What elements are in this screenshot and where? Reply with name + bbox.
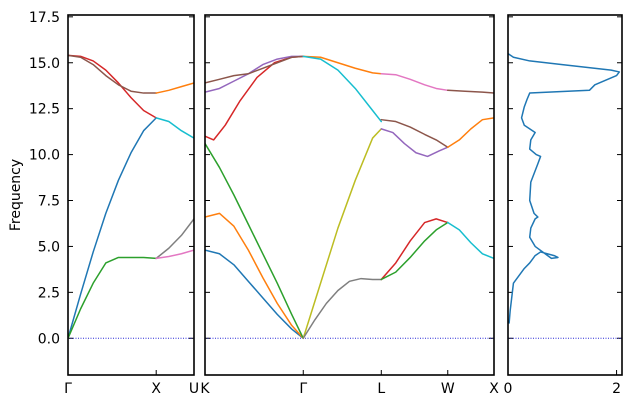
panel-frame (67, 14, 195, 376)
band-series-12 (380, 128, 449, 158)
y-tick-label: 2.5 (38, 285, 60, 301)
x-tick-label: Γ (64, 381, 72, 397)
band-series-2 (205, 142, 305, 340)
band-series-16 (447, 117, 494, 148)
band-series-8 (302, 128, 383, 340)
panel-frame (204, 14, 495, 376)
band-series-13 (380, 118, 449, 148)
x-tick-label: K (200, 381, 210, 397)
band-series-1 (68, 256, 157, 340)
band-series-0 (205, 249, 305, 340)
band-series-10 (380, 218, 449, 281)
y-tick-label: 10.0 (29, 148, 60, 164)
y-tick-label: 12.5 (29, 102, 60, 118)
x-tick-label: X (151, 381, 161, 397)
band-series-17 (447, 89, 494, 94)
y-axis-ticks: 0.0 2.5 5.0 7.5 10.0 12.5 15.0 17.5 (29, 10, 60, 347)
y-tick-label: 5.0 (38, 239, 60, 255)
x-tick-label: X (489, 381, 499, 397)
band-series-5 (155, 117, 194, 139)
band-series-3 (205, 55, 305, 141)
x-tick-label: Γ (299, 381, 307, 397)
band-series-4 (155, 82, 194, 94)
band-series-4 (205, 55, 305, 93)
x-tick-label: L (377, 381, 385, 397)
x-tick-label: U (189, 381, 199, 397)
band-series-11 (380, 221, 449, 281)
band-series-6 (155, 218, 194, 260)
band-series-7 (155, 249, 194, 260)
band-series-14 (380, 73, 449, 92)
band-series-5 (205, 55, 305, 84)
panel-frame (507, 14, 623, 376)
y-tick-label: 17.5 (29, 10, 60, 26)
x-tick-label: 0 (504, 381, 513, 397)
dos-curve (508, 52, 621, 324)
band-series-6 (302, 55, 383, 75)
y-tick-label: 15.0 (29, 56, 60, 72)
y-tick-label: 7.5 (38, 194, 60, 210)
x-tick-label: 2 (612, 381, 621, 397)
band-series-15 (447, 221, 494, 260)
band-series-9 (302, 277, 383, 340)
band-series-2 (68, 54, 157, 119)
band-series-1 (205, 212, 305, 340)
y-tick-label: 0.0 (38, 331, 60, 347)
band-series-0 (68, 117, 157, 340)
x-tick-label: W (441, 381, 455, 397)
band-series-7 (302, 55, 383, 123)
band-series-3 (68, 54, 157, 94)
y-axis-label: Frequency (8, 159, 24, 231)
